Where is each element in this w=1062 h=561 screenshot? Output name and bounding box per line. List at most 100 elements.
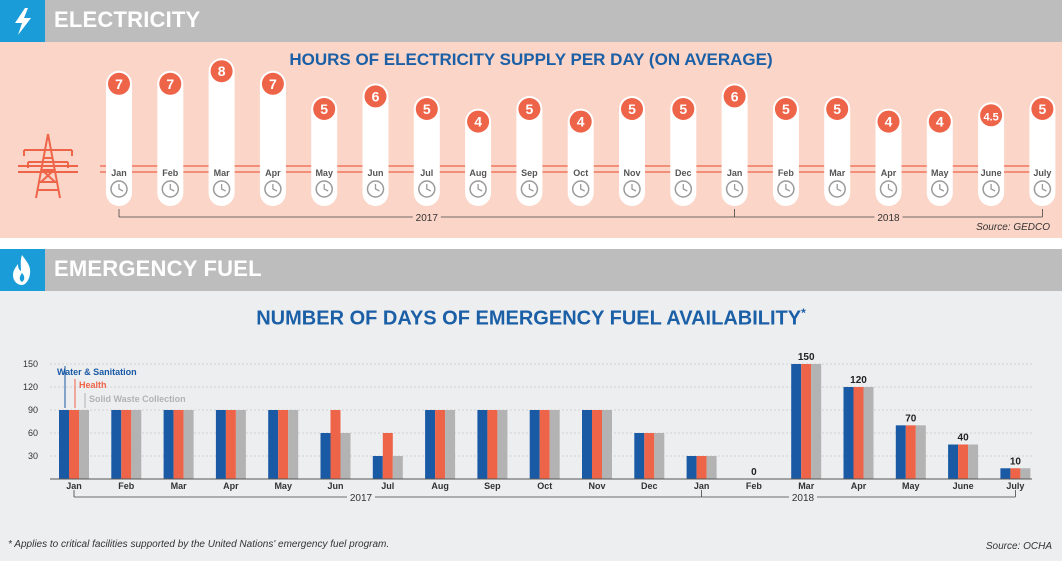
- fuel-bar: [592, 410, 602, 479]
- clock-icon: [674, 180, 693, 198]
- value-badge: [928, 110, 951, 133]
- clock-icon: [725, 180, 744, 198]
- fuel-bar: [634, 433, 645, 479]
- supply-pill: [567, 108, 594, 206]
- clock-face: [777, 180, 795, 198]
- y-tick-label: 120: [23, 382, 38, 392]
- fuel-bar: [340, 433, 351, 479]
- clock-hands: [1041, 184, 1047, 192]
- year-label: 2017: [416, 213, 439, 224]
- year-label: 2017: [350, 493, 373, 504]
- electricity-month-group: 6 Jan: [721, 83, 748, 206]
- fuel-bar: [79, 410, 89, 479]
- clock-hands: [272, 184, 278, 192]
- month-label: Sep: [521, 168, 538, 178]
- clock-hands: [374, 184, 380, 192]
- fuel-grid: 30 60 90 120 150: [23, 359, 1032, 461]
- clock-icon: [315, 180, 333, 198]
- power-tower-icon: [18, 133, 78, 199]
- fuel-bar: [948, 444, 959, 479]
- supply-pill: [772, 96, 799, 206]
- value-badge: [1031, 98, 1054, 120]
- clock-hands: [528, 184, 534, 192]
- clock-hands: [939, 184, 945, 192]
- fuel-bar: [477, 410, 488, 479]
- value-badge: [569, 110, 592, 133]
- fuel-bar: [215, 410, 226, 479]
- value-badge: [313, 98, 336, 120]
- lightning-icon-box: [0, 0, 45, 42]
- clock-face: [366, 180, 385, 198]
- year-label-bg: [874, 211, 903, 223]
- fuel-bar: [425, 410, 436, 479]
- value-badge: [774, 98, 797, 120]
- fuel-bar: [330, 410, 341, 479]
- fuel-bar: [320, 433, 331, 479]
- clock-icon: [418, 180, 436, 198]
- clock-icon: [212, 180, 231, 198]
- clock-hands: [836, 184, 842, 192]
- fuel-title-asterisk: *: [801, 306, 806, 320]
- value-badge: [877, 110, 900, 133]
- value-label: 4: [474, 114, 482, 130]
- year-axis: 2017 2018: [118, 209, 1043, 224]
- month-label: Dec: [675, 168, 692, 178]
- fuel-bar: [173, 410, 184, 479]
- electricity-month-group: 4 May: [926, 108, 953, 206]
- month-label: Mar: [214, 168, 231, 178]
- month-label: July: [1006, 481, 1024, 491]
- month-label: Nov: [588, 481, 605, 491]
- fuel-bar: [539, 410, 550, 479]
- clock-face: [725, 180, 744, 198]
- value-label: 5: [679, 101, 687, 117]
- supply-pill: [978, 102, 1005, 206]
- legend-label: Solid Waste Collection: [89, 394, 186, 404]
- supply-pill: [208, 58, 235, 207]
- fuel-bar: [131, 410, 142, 479]
- fuel-bar: [235, 410, 246, 479]
- supply-pill: [721, 83, 748, 206]
- month-label: May: [931, 168, 949, 178]
- month-label: Feb: [746, 481, 763, 491]
- clock-icon: [520, 180, 539, 198]
- month-label: Apr: [881, 168, 897, 178]
- month-label: Jan: [694, 481, 710, 491]
- fuel-bar: [853, 387, 864, 479]
- clock-face: [212, 180, 231, 198]
- month-label: May: [315, 168, 333, 178]
- fuel-bar: [895, 425, 906, 479]
- clock-icon: [982, 180, 1000, 198]
- clock-hands: [887, 184, 893, 192]
- value-label: 4: [936, 114, 944, 130]
- value-label: 6: [731, 88, 739, 104]
- fuel-bar: [529, 410, 540, 479]
- fuel-bar: [915, 425, 926, 479]
- month-label: Jan: [111, 168, 127, 178]
- fuel-bar: [69, 410, 79, 479]
- clock-face: [418, 180, 436, 198]
- clock-icon: [571, 180, 590, 198]
- fuel-bar: [582, 410, 592, 479]
- fuel-bar: [791, 364, 802, 479]
- clock-face: [674, 180, 693, 198]
- tower-arms: [23, 149, 73, 168]
- supply-pill: [1029, 96, 1056, 206]
- fuel-footnote: * Applies to critical facilities support…: [8, 539, 390, 550]
- value-label: 6: [372, 88, 380, 104]
- value-label: 4.5: [983, 111, 998, 123]
- fuel-bar: [863, 387, 874, 479]
- clock-icon: [1033, 180, 1052, 198]
- fuel-bar: [696, 456, 707, 479]
- data-label: 120: [850, 375, 867, 386]
- fuel-bar: [654, 433, 665, 479]
- clock-hands: [220, 184, 226, 192]
- clock-face: [520, 180, 539, 198]
- flame-icon-box: [0, 249, 45, 291]
- supply-pill: [926, 108, 953, 206]
- y-tick-label: 30: [28, 451, 38, 461]
- fuel-bar: [1010, 468, 1021, 479]
- electricity-month-group: 5 Mar: [824, 96, 851, 206]
- electricity-month-group: 5 July: [1029, 96, 1056, 206]
- month-label: Apr: [223, 481, 239, 491]
